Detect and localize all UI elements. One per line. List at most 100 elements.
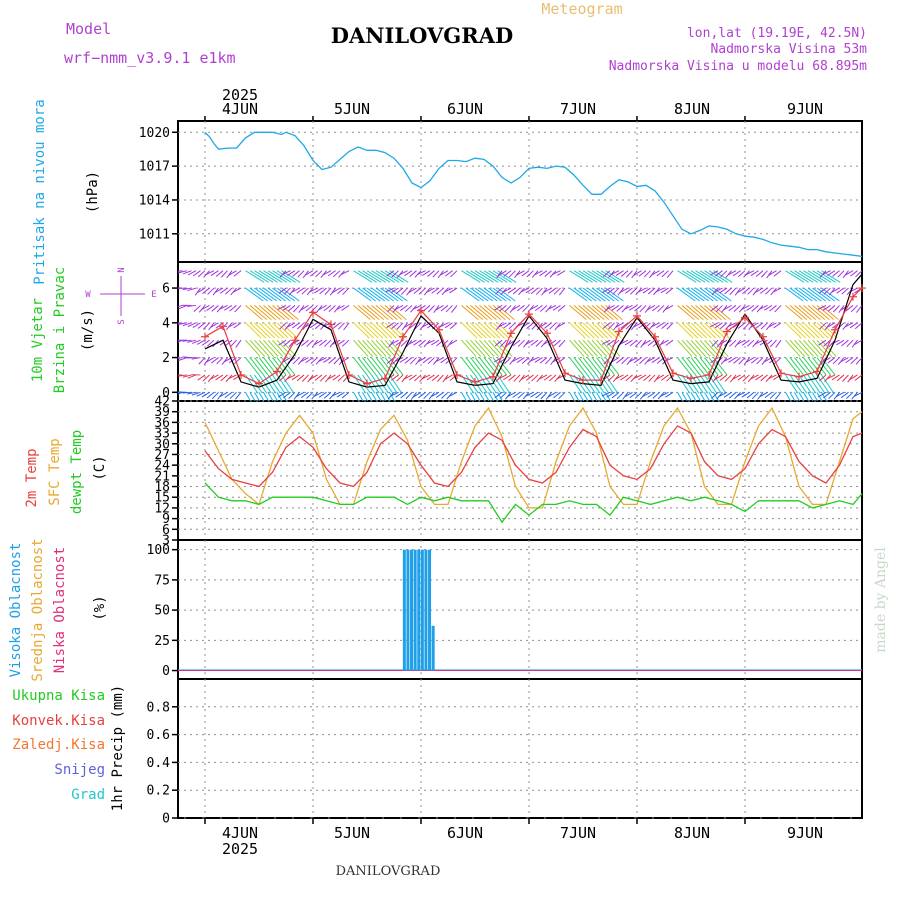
wind-barb (845, 357, 854, 364)
wind-barb (846, 339, 854, 348)
wind-barb (483, 305, 502, 320)
wind-barb (520, 287, 530, 293)
wind-barb (375, 305, 394, 320)
wind-barb (709, 322, 719, 328)
wind-barb (191, 339, 201, 344)
wind-barb (732, 270, 741, 277)
wind-barb (304, 322, 314, 328)
sfc-temp-line (204, 406, 863, 509)
wind-barb (414, 322, 422, 330)
wind-barb (341, 391, 350, 399)
ytick-label-cloud: 100 (147, 543, 170, 558)
wind-barb (267, 374, 281, 394)
wind-barb (728, 391, 737, 399)
wind-barb (389, 357, 404, 376)
wind-barb (803, 392, 810, 401)
wind-barb (619, 339, 629, 345)
high-cloud-bar (420, 549, 424, 671)
wind-barb (297, 270, 305, 278)
wind-barb (470, 322, 487, 339)
wind-barb (723, 305, 732, 311)
wind-barb (233, 322, 242, 329)
wind-barb (724, 374, 732, 382)
lonlat-label: lon,lat (19.19E, 42.5N) (687, 26, 867, 41)
wind-barb (178, 374, 188, 377)
wind-barb (812, 374, 826, 394)
ytick-label-temperature: 15 (154, 491, 170, 506)
wind-gust-marker (849, 292, 857, 301)
panel-frame-precip (177, 678, 863, 819)
wind-barb (331, 339, 341, 345)
wind-barb (353, 270, 373, 283)
wind-gust-marker (597, 376, 605, 385)
wind-barb (625, 374, 633, 382)
wind-barb (530, 339, 539, 346)
wind-barb (769, 391, 777, 399)
wind-gust-marker (291, 336, 299, 345)
wind-barb (821, 392, 828, 401)
wind-barb (582, 392, 589, 401)
wind-barb (526, 374, 534, 381)
wind-barb (474, 339, 491, 357)
wind-barb (258, 287, 278, 302)
wind-barb (362, 305, 380, 320)
wind-barb (704, 392, 711, 401)
wind-barb (206, 357, 215, 363)
bottom-year-label: 2025 (222, 840, 258, 858)
wind-barb (661, 270, 669, 278)
wind-barb (426, 287, 435, 293)
wind-barb (516, 357, 525, 364)
ytick-label-temperature: 39 (154, 405, 170, 420)
wind-barb (267, 270, 287, 283)
wind-barb (362, 392, 369, 401)
wind-barb (656, 270, 665, 277)
wind-barb (404, 270, 413, 277)
wind-barb (375, 339, 392, 357)
wind-barb (300, 357, 309, 363)
wind-barb (798, 305, 817, 320)
wind-barb (389, 270, 409, 283)
wind-barb (497, 392, 504, 401)
wind-barb (789, 287, 809, 302)
wind-barb (371, 339, 387, 357)
wind-barb (686, 392, 693, 401)
wind-barb (474, 392, 481, 401)
wind-barb (304, 270, 314, 276)
wind-barb (738, 357, 746, 365)
wind-barb (807, 322, 825, 339)
wind-barb (737, 374, 746, 381)
wind-barb (789, 339, 806, 357)
wind-barb (408, 287, 417, 293)
wind-barb (263, 270, 283, 283)
wind-barb (798, 322, 816, 339)
wind-barb (773, 374, 782, 381)
wind-barb (690, 305, 709, 320)
wind-barb (643, 374, 651, 381)
wind-barb (699, 305, 718, 320)
wind-barb (396, 374, 404, 382)
wind-barb (300, 305, 309, 311)
wind-barb (390, 391, 399, 397)
wind-barb (633, 357, 642, 364)
wind-barb (292, 305, 300, 313)
wind-barb (569, 287, 588, 302)
wind-barb (657, 305, 665, 313)
wind-barb (755, 374, 764, 381)
wind-barb (690, 392, 697, 401)
wind-barb (399, 305, 408, 312)
high-cloud-bar (410, 549, 414, 671)
wind-barb (301, 339, 309, 347)
wind-barb (660, 287, 669, 294)
ytick-label-temperature: 42 (154, 395, 170, 410)
wind-barb (310, 357, 318, 364)
credit-watermark: made by Angel (873, 547, 889, 653)
wind-barb (534, 357, 543, 363)
wind-barb (591, 339, 608, 357)
wind-barb (211, 357, 219, 364)
wind-barb (318, 391, 327, 398)
wind-barb (488, 357, 503, 376)
wind-barb (384, 322, 402, 339)
wind-barb (498, 322, 507, 328)
wind-barb (708, 339, 725, 357)
wind-barb (569, 305, 587, 320)
